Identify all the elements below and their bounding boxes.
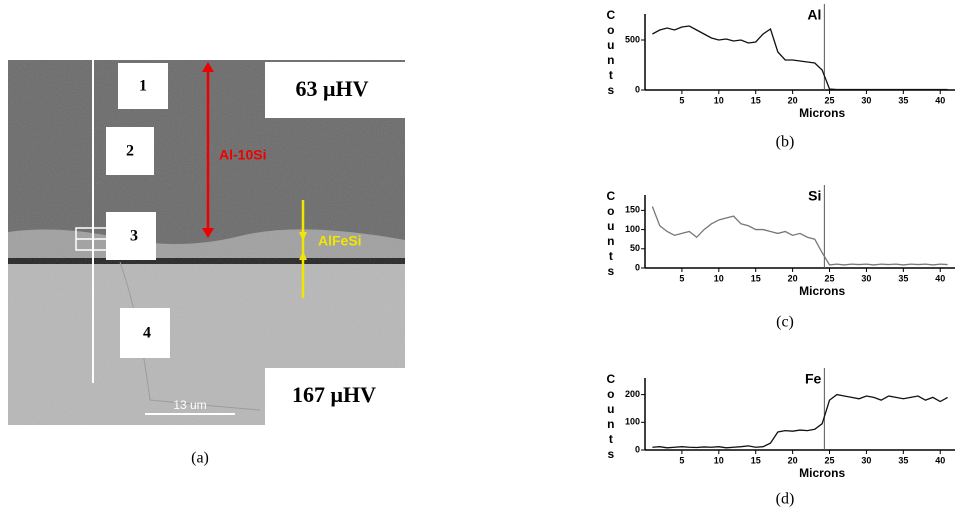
x-axis-label: Microns <box>799 284 845 298</box>
x-tick-label: 30 <box>861 273 871 283</box>
element-label: Al <box>807 7 821 23</box>
region-label: 2 <box>126 143 134 160</box>
layer-label: Al-10Si <box>219 147 266 163</box>
y-axis-label: Counts <box>604 372 618 462</box>
x-tick-label: 20 <box>788 455 798 465</box>
x-tick-label: 10 <box>714 95 724 105</box>
layer-label: AlFeSi <box>318 233 362 249</box>
data-line <box>651 206 948 266</box>
region-label: 4 <box>143 325 151 342</box>
x-tick-label: 35 <box>898 455 908 465</box>
scale-bar-label: 13 um <box>173 398 206 412</box>
y-tick-label: 200 <box>625 389 640 399</box>
x-tick-label: 40 <box>935 95 945 105</box>
hardness-label: 167 μHV <box>292 382 376 407</box>
x-tick-label: 15 <box>751 455 761 465</box>
x-tick-label: 10 <box>714 455 724 465</box>
x-tick-label: 30 <box>861 455 871 465</box>
y-tick-label: 0 <box>635 262 640 272</box>
y-axis-label: Counts <box>604 8 618 98</box>
caption: (a) <box>191 450 209 467</box>
x-tick-label: 25 <box>825 455 835 465</box>
caption: (c) <box>776 314 794 331</box>
region-label: 3 <box>130 228 138 245</box>
x-tick-label: 15 <box>751 95 761 105</box>
x-tick-label: 5 <box>679 455 684 465</box>
x-tick-label: 35 <box>898 95 908 105</box>
y-tick-label: 100 <box>625 224 640 234</box>
y-axis-label: Counts <box>604 189 618 279</box>
caption: (b) <box>776 134 795 151</box>
sem-image <box>8 60 405 425</box>
hardness-label: 63 μHV <box>296 76 369 101</box>
y-tick-label: 100 <box>625 417 640 427</box>
x-tick-label: 15 <box>751 273 761 283</box>
x-axis-label: Microns <box>799 466 845 480</box>
x-tick-label: 35 <box>898 273 908 283</box>
x-tick-label: 20 <box>788 273 798 283</box>
x-tick-label: 40 <box>935 455 945 465</box>
element-label: Fe <box>805 371 822 387</box>
element-label: Si <box>808 188 821 204</box>
y-tick-label: 150 <box>625 205 640 215</box>
x-tick-label: 5 <box>679 273 684 283</box>
y-tick-label: 0 <box>635 84 640 94</box>
x-tick-label: 30 <box>861 95 871 105</box>
x-tick-label: 40 <box>935 273 945 283</box>
caption: (d) <box>776 491 795 508</box>
region-label: 1 <box>139 78 147 95</box>
x-tick-label: 25 <box>825 95 835 105</box>
y-tick-label: 500 <box>625 34 640 44</box>
x-tick-label: 20 <box>788 95 798 105</box>
data-line <box>652 25 948 91</box>
x-tick-label: 5 <box>679 95 684 105</box>
x-tick-label: 25 <box>825 273 835 283</box>
y-tick-label: 50 <box>630 243 640 253</box>
x-tick-label: 10 <box>714 273 724 283</box>
x-axis-label: Microns <box>799 106 845 120</box>
data-line <box>652 393 948 449</box>
y-tick-label: 0 <box>635 444 640 454</box>
